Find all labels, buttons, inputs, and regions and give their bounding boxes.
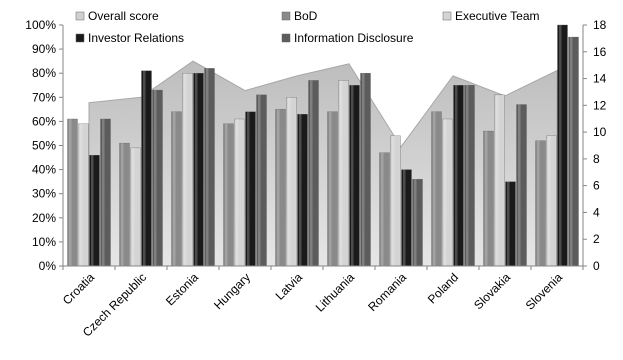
- bar-highlight-bod-czech-republic: [121, 143, 124, 266]
- bar-highlight-executive-team-croatia: [80, 123, 83, 266]
- bar-highlight-information-disclosure-romania: [414, 179, 417, 266]
- bars-layer: [67, 24, 579, 267]
- bar-highlight-information-disclosure-slovenia: [570, 37, 573, 266]
- bar-highlight-information-disclosure-lithuania: [362, 73, 365, 266]
- bar-highlight-information-disclosure-estonia: [206, 68, 209, 266]
- y-left-tick-label: 100%: [25, 18, 56, 32]
- bar-highlight-executive-team-czech-republic: [132, 147, 135, 266]
- bar-highlight-bod-poland: [433, 111, 436, 266]
- legend-label-bod: BoD: [294, 9, 318, 23]
- bar-highlight-investor-relations-hungary: [247, 111, 250, 266]
- bar-highlight-executive-team-poland: [444, 118, 447, 267]
- legend-label-executive-team: Executive Team: [455, 9, 540, 23]
- x-tick-label-croatia: Croatia: [60, 270, 97, 307]
- bar-highlight-investor-relations-romania: [403, 169, 406, 266]
- legend-label-overall-score: Overall score: [88, 9, 159, 23]
- y-right-tick-label: 4: [593, 205, 600, 219]
- legend-label-investor-relations: Investor Relations: [88, 31, 184, 45]
- legend-swatch-overall-score: [75, 11, 85, 21]
- bar-highlight-bod-latvia: [277, 109, 280, 266]
- y-right-tick-label: 16: [593, 45, 607, 59]
- bar-highlight-investor-relations-slovenia: [559, 25, 562, 266]
- bar-highlight-bod-estonia: [173, 111, 176, 266]
- x-tick-label-estonia: Estonia: [163, 270, 201, 308]
- bar-highlight-information-disclosure-poland: [466, 85, 469, 266]
- bar-highlight-information-disclosure-slovakia: [518, 104, 521, 266]
- y-left-tick-label: 20%: [32, 211, 56, 225]
- y-left-tick-label: 40%: [32, 163, 56, 177]
- bar-highlight-information-disclosure-latvia: [310, 80, 313, 267]
- x-tick-label-slovakia: Slovakia: [471, 270, 513, 312]
- legend-label-information-disclosure: Information Disclosure: [294, 31, 414, 45]
- y-left-tick-label: 0%: [39, 259, 57, 273]
- bar-highlight-bod-romania: [381, 152, 384, 266]
- bar-highlight-bod-lithuania: [329, 111, 332, 266]
- x-tick-label-poland: Poland: [425, 270, 461, 306]
- y-left-tick-label: 70%: [32, 90, 56, 104]
- bar-highlight-bod-croatia: [69, 118, 72, 267]
- legend-swatch-executive-team: [442, 11, 452, 21]
- x-tick-label-romania: Romania: [365, 270, 409, 314]
- bar-highlight-information-disclosure-czech-republic: [154, 90, 157, 266]
- bar-highlight-executive-team-romania: [392, 135, 395, 266]
- y-left-tick-label: 80%: [32, 66, 56, 80]
- x-tick-label-slovenia: Slovenia: [523, 270, 566, 313]
- bar-highlight-investor-relations-croatia: [91, 155, 94, 266]
- y-right-tick-label: 2: [593, 232, 600, 246]
- y-right-tick-label: 6: [593, 179, 600, 193]
- bar-highlight-executive-team-latvia: [288, 97, 291, 266]
- x-tick-label-lithuania: Lithuania: [313, 270, 358, 315]
- bar-highlight-investor-relations-lithuania: [351, 85, 354, 266]
- bar-highlight-executive-team-hungary: [236, 118, 239, 267]
- bar-highlight-investor-relations-poland: [455, 85, 458, 266]
- bar-highlight-executive-team-slovenia: [548, 135, 551, 266]
- y-right-tick-label: 18: [593, 18, 607, 32]
- bar-highlight-investor-relations-latvia: [299, 114, 302, 266]
- y-left-tick-label: 60%: [32, 114, 56, 128]
- bar-highlight-bod-slovakia: [485, 131, 488, 266]
- legend-swatch-bod: [281, 11, 291, 21]
- y-right-tick-label: 8: [593, 152, 600, 166]
- y-left-tick-label: 30%: [32, 187, 56, 201]
- bar-highlight-investor-relations-czech-republic: [143, 70, 146, 266]
- y-right-tick-label: 14: [593, 72, 607, 86]
- legend-layer: Overall score BoD Executive Team Investor R…: [75, 9, 540, 45]
- bar-highlight-executive-team-slovakia: [496, 94, 499, 266]
- bar-highlight-bod-hungary: [225, 123, 228, 266]
- y-left-tick-label: 90%: [32, 42, 56, 56]
- y-left-tick-label: 50%: [32, 139, 56, 153]
- x-tick-label-latvia: Latvia: [273, 270, 306, 303]
- bar-highlight-investor-relations-estonia: [195, 73, 198, 266]
- y-right-tick-label: 0: [593, 259, 600, 273]
- legend-swatch-investor-relations: [75, 33, 85, 43]
- bar-highlight-information-disclosure-croatia: [102, 118, 105, 267]
- x-tick-label-hungary: Hungary: [211, 270, 253, 312]
- bar-highlight-bod-slovenia: [537, 140, 540, 266]
- bar-highlight-executive-team-lithuania: [340, 80, 343, 267]
- bar-highlight-investor-relations-slovakia: [507, 181, 510, 266]
- legend-swatch-information-disclosure: [281, 33, 291, 43]
- bar-highlight-information-disclosure-hungary: [258, 94, 261, 266]
- bar-highlight-executive-team-estonia: [184, 73, 187, 266]
- y-left-tick-label: 10%: [32, 235, 56, 249]
- y-right-tick-label: 10: [593, 125, 607, 139]
- y-right-tick-label: 12: [593, 98, 607, 112]
